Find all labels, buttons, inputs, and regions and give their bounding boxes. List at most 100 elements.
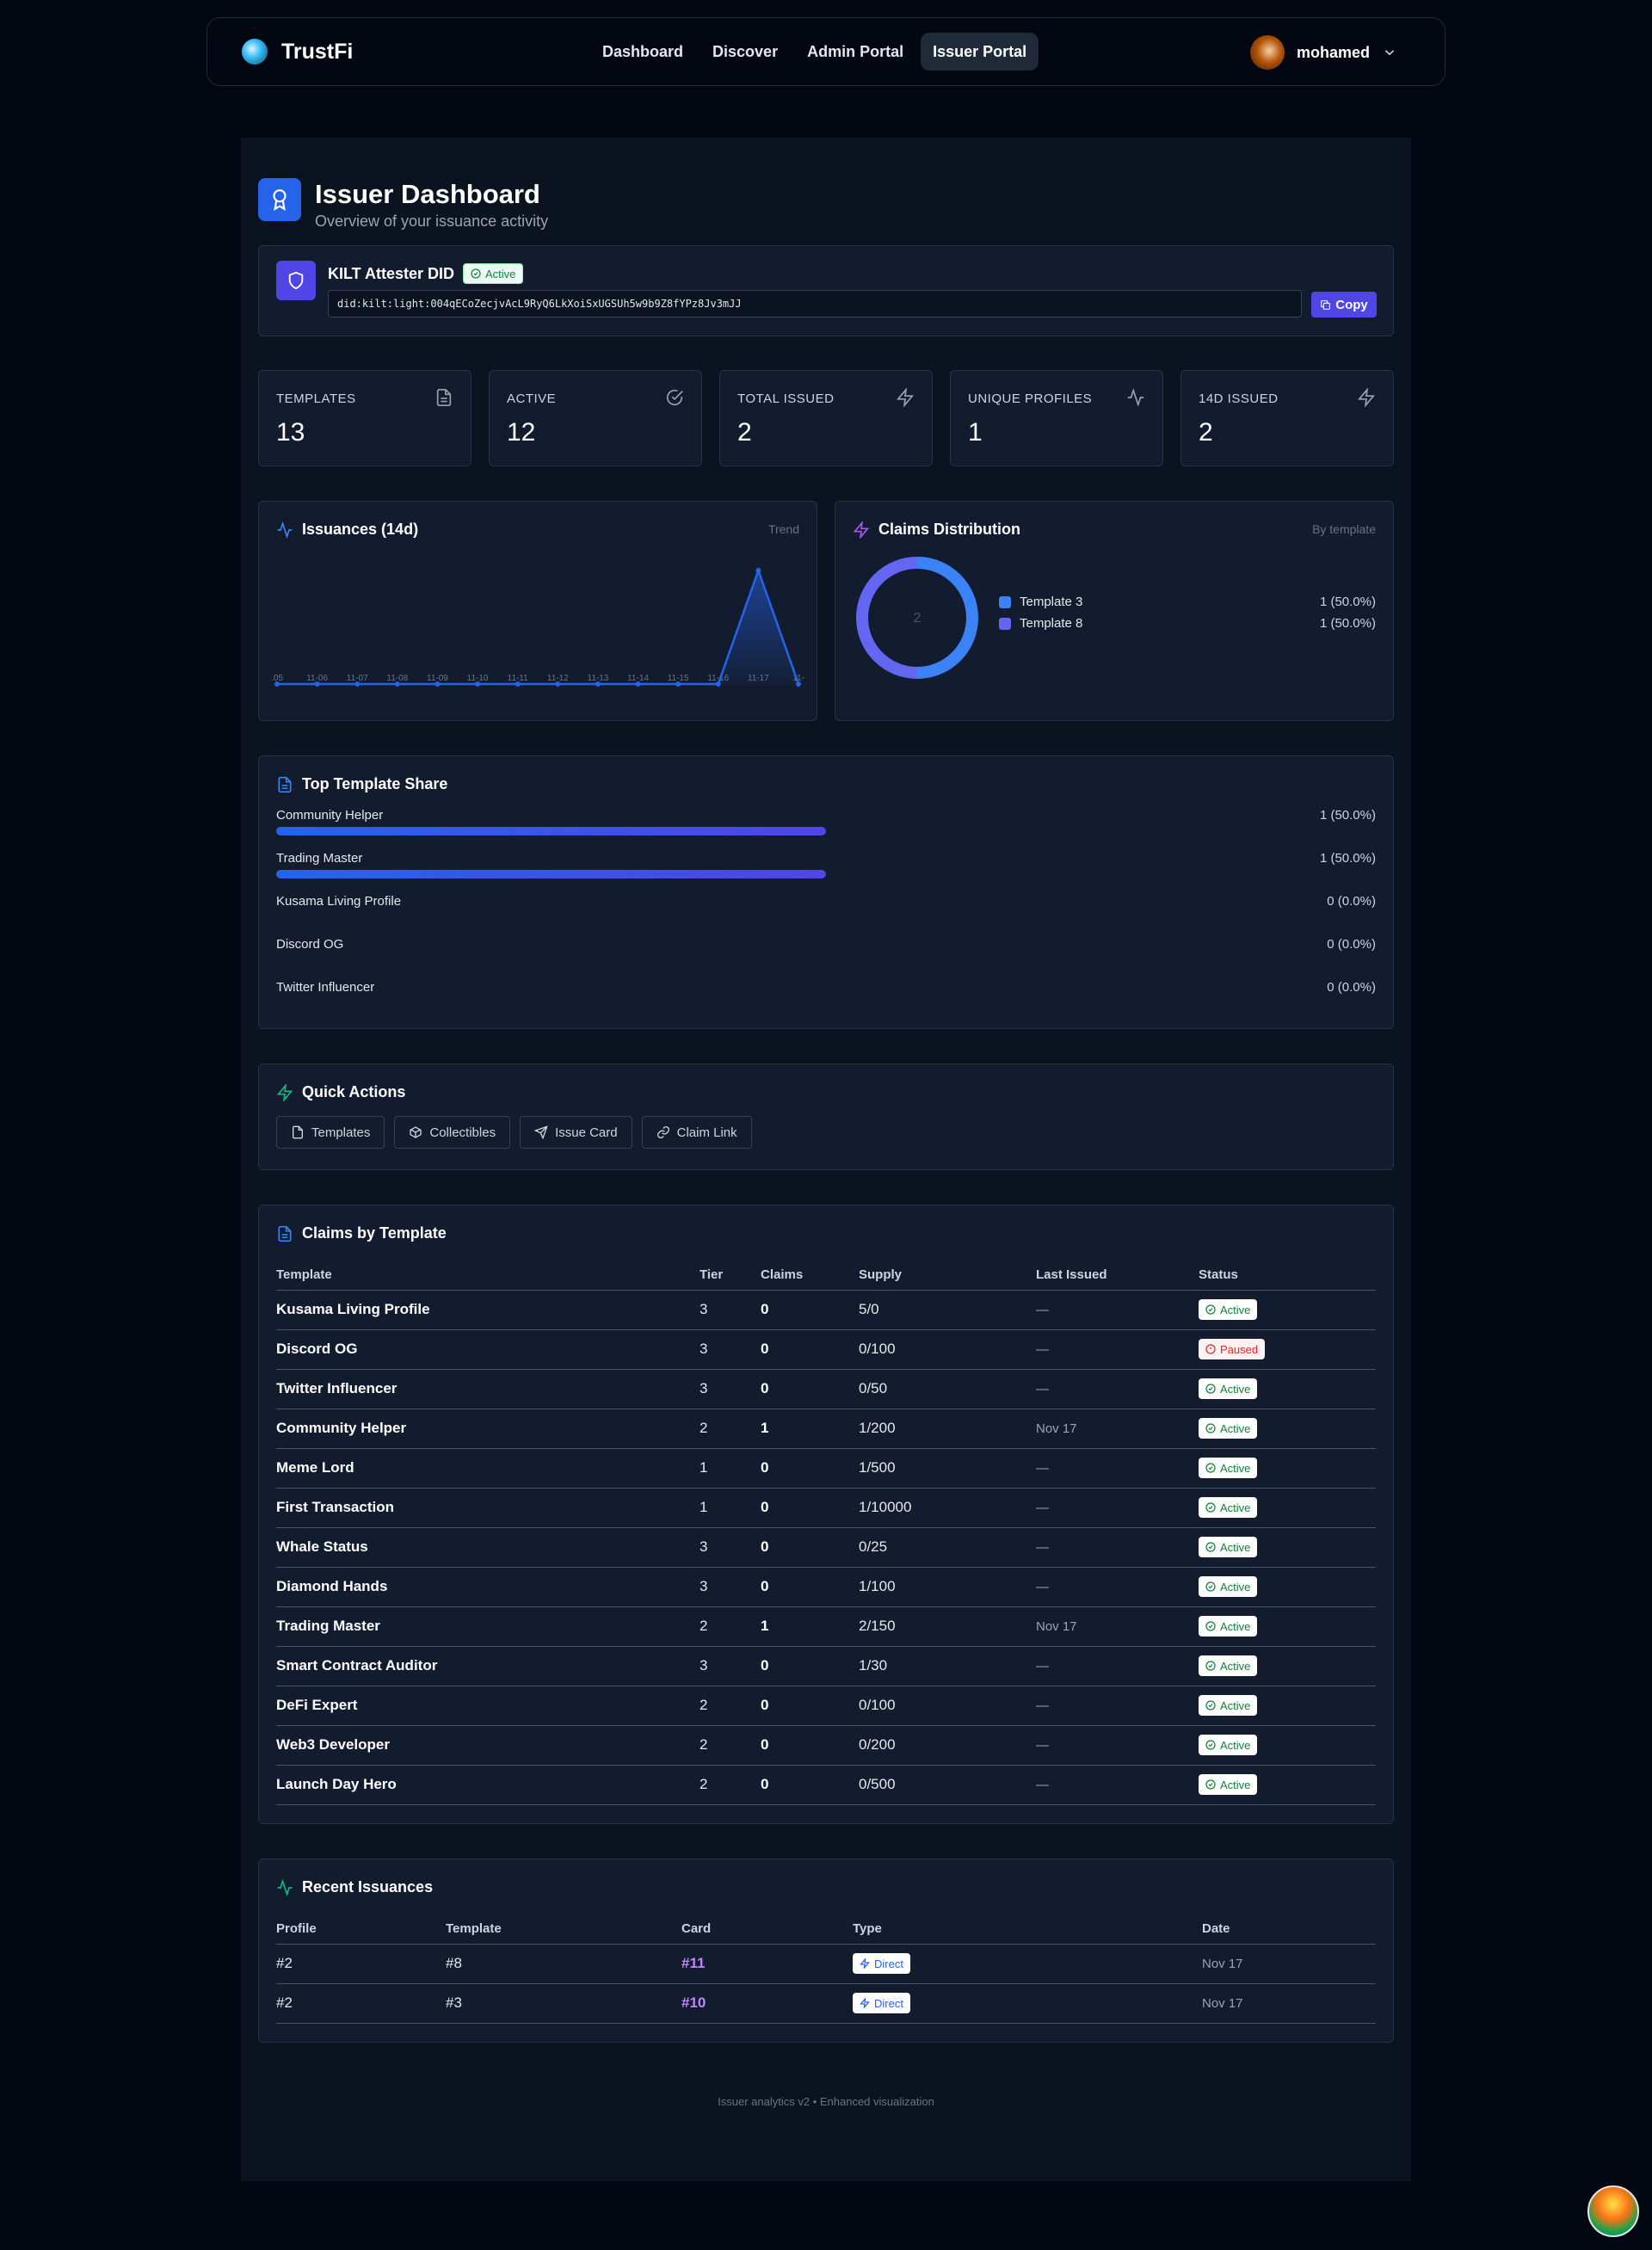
- stat-value: 2: [737, 418, 752, 447]
- stat-card-14d-issued: 14D ISSUED 2: [1180, 370, 1394, 466]
- x-tick-label: 11-13: [588, 674, 609, 683]
- status-text: Active: [1220, 1303, 1251, 1316]
- legend-item-template-3: Template 3: [999, 595, 1082, 609]
- table-row[interactable]: Smart Contract Auditor 3 0 1/30— Active: [276, 1646, 1376, 1686]
- profile-cell: #2: [276, 1944, 446, 1984]
- data-point[interactable]: [354, 681, 361, 687]
- status-text: Active: [1220, 1501, 1251, 1514]
- share-bar: [276, 870, 826, 878]
- data-point[interactable]: [475, 681, 481, 687]
- table-row[interactable]: DeFi Expert 2 0 0/100— Active: [276, 1686, 1376, 1726]
- tier-cell: 2: [700, 1765, 761, 1805]
- last-issued-cell: —: [1036, 1765, 1199, 1805]
- award-icon: [258, 178, 301, 221]
- card-link[interactable]: #10: [681, 1994, 706, 2011]
- nav-link-dashboard[interactable]: Dashboard: [602, 42, 684, 60]
- data-point[interactable]: [555, 681, 561, 687]
- table-row[interactable]: First Transaction 1 0 1/10000— Active: [276, 1488, 1376, 1528]
- status-badge: Paused: [1199, 1339, 1266, 1359]
- page-subtitle: Overview of your issuance activity: [315, 213, 549, 230]
- area-fill: [277, 570, 798, 684]
- collectibles-button-label: Collectibles: [429, 1125, 496, 1140]
- data-point[interactable]: [796, 681, 801, 687]
- data-point[interactable]: [715, 681, 721, 687]
- data-point[interactable]: [314, 681, 320, 687]
- data-point[interactable]: [515, 681, 521, 687]
- claims-cell: 0: [761, 1329, 859, 1370]
- nav-link-discover[interactable]: Discover: [712, 42, 779, 60]
- share-name: Twitter Influencer: [276, 980, 375, 995]
- status-cell: Active: [1199, 1488, 1376, 1528]
- last-issued-cell: —: [1036, 1448, 1199, 1489]
- page-header: Issuer Dashboard Overview of your issuan…: [258, 178, 548, 231]
- template-name-cell: DeFi Expert: [276, 1686, 700, 1726]
- copy-button[interactable]: Copy: [1311, 292, 1377, 317]
- data-point[interactable]: [394, 681, 400, 687]
- claims-dist-tag: By template: [1312, 522, 1376, 536]
- did-value-field[interactable]: did:kilt:light:004qECoZecjvAcL9RyQ6LkXoi…: [328, 290, 1302, 317]
- avatar: [1249, 35, 1285, 70]
- column-header: Template: [446, 1914, 681, 1945]
- did-status-text: Active: [485, 267, 516, 280]
- check-circle-icon: [1205, 1779, 1216, 1790]
- table-row[interactable]: Community Helper 2 1 1/200 Nov 17 Active: [276, 1409, 1376, 1449]
- check-circle-icon: [1205, 1502, 1216, 1513]
- data-point[interactable]: [595, 681, 601, 687]
- status-cell: Active: [1199, 1290, 1376, 1330]
- data-point[interactable]: [755, 568, 761, 573]
- supply-cell: 0/50: [859, 1369, 1036, 1409]
- bolt-icon: [896, 388, 915, 407]
- data-point[interactable]: [274, 681, 280, 687]
- legend-swatch: [999, 617, 1011, 630]
- table-row[interactable]: Diamond Hands 3 0 1/100— Active: [276, 1567, 1376, 1607]
- data-point[interactable]: [435, 681, 441, 687]
- brand[interactable]: TrustFi: [242, 39, 353, 65]
- last-issued-cell: Nov 17: [1036, 1606, 1199, 1647]
- table-row[interactable]: Twitter Influencer 3 0 0/50— Active: [276, 1369, 1376, 1409]
- table-row[interactable]: Kusama Living Profile 3 0 5/0— Active: [276, 1290, 1376, 1330]
- x-tick-label: 11-14: [627, 674, 649, 683]
- supply-cell: 0/100: [859, 1329, 1036, 1370]
- status-badge: Active: [1199, 1458, 1258, 1478]
- type-text: Direct: [874, 1957, 903, 1970]
- tier-cell: 2: [700, 1606, 761, 1647]
- issuances-chart-card: Issuances (14d) Trend .05 11-06 11-07 11-08…: [258, 501, 817, 721]
- collectibles-button[interactable]: Collectibles: [394, 1116, 511, 1149]
- nav-link-issuer-portal[interactable]: Issuer Portal: [921, 33, 1039, 71]
- table-row[interactable]: #2 #3 #10 Direct Nov 17: [276, 1983, 1376, 2024]
- donut-slice[interactable]: [856, 557, 918, 679]
- box-icon: [410, 1126, 422, 1138]
- card-link[interactable]: #11: [681, 1955, 706, 1971]
- share-row: Kusama Living Profile 0 (0.0%): [276, 894, 1376, 928]
- claims-cell: 1: [761, 1606, 859, 1647]
- templates-button[interactable]: Templates: [276, 1116, 385, 1149]
- data-point[interactable]: [675, 681, 681, 687]
- table-row[interactable]: Web3 Developer 2 0 0/200— Active: [276, 1725, 1376, 1766]
- status-text: Active: [1220, 1382, 1251, 1396]
- status-text: Active: [1220, 1580, 1251, 1593]
- stat-label: TOTAL ISSUED: [737, 391, 835, 406]
- issue-card-button[interactable]: Issue Card: [520, 1116, 632, 1149]
- claim-link-button[interactable]: Claim Link: [641, 1116, 752, 1149]
- table-row[interactable]: Trading Master 2 1 2/150 Nov 17 Active: [276, 1606, 1376, 1647]
- file-icon: [278, 776, 292, 792]
- table-row[interactable]: Launch Day Hero 2 0 0/500— Active: [276, 1765, 1376, 1805]
- table-row[interactable]: Discord OG 3 0 0/100— Paused: [276, 1329, 1376, 1370]
- table-row[interactable]: Whale Status 3 0 0/25— Active: [276, 1527, 1376, 1568]
- floating-avatar-button[interactable]: [1587, 2185, 1639, 2237]
- user-menu[interactable]: mohamed: [1249, 35, 1397, 70]
- table-row[interactable]: Meme Lord 1 0 1/500— Active: [276, 1448, 1376, 1489]
- template-name-cell: Trading Master: [276, 1606, 700, 1647]
- claims-cell: 0: [761, 1290, 859, 1330]
- supply-cell: 1/100: [859, 1567, 1036, 1607]
- x-tick-label: 11-: [792, 674, 804, 683]
- supply-cell: 0/25: [859, 1527, 1036, 1568]
- data-point[interactable]: [635, 681, 641, 687]
- share-value: 0 (0.0%): [1327, 894, 1376, 909]
- bolt-icon: [860, 1998, 870, 2008]
- shield-icon: [276, 261, 316, 300]
- claims-cell: 0: [761, 1765, 859, 1805]
- table-row[interactable]: #2 #8 #11 Direct Nov 17: [276, 1944, 1376, 1984]
- donut-slice[interactable]: [916, 557, 978, 679]
- nav-link-admin-portal[interactable]: Admin Portal: [807, 42, 904, 60]
